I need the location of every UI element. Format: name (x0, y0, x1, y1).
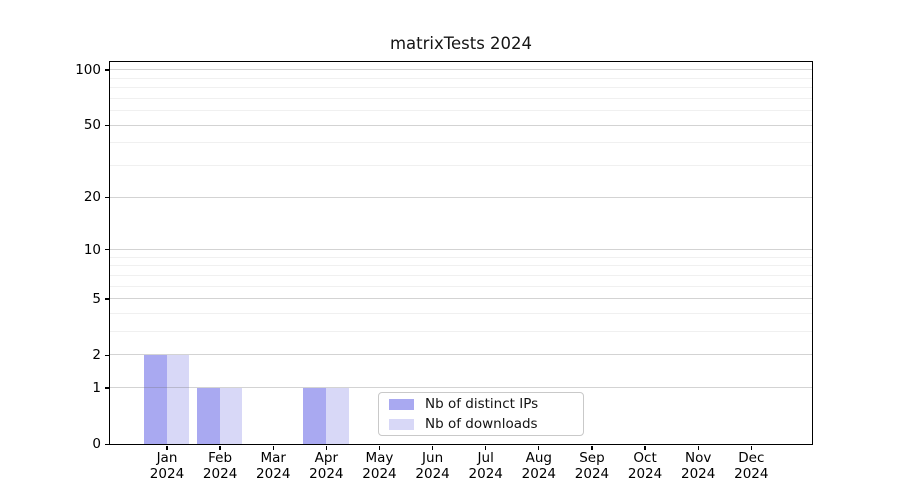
x-tick-mark (538, 445, 540, 451)
legend-label-distinct-ips: Nb of distinct IPs (425, 396, 539, 412)
y-gridline-minor (110, 87, 812, 89)
x-tick-label: Jun 2024 (415, 450, 450, 482)
y-tick-mark (104, 196, 110, 198)
legend-label-downloads: Nb of downloads (425, 416, 538, 432)
bar (144, 354, 167, 444)
y-tick-mark (104, 298, 110, 300)
x-tick-label: Dec 2024 (734, 450, 769, 482)
legend-swatch-distinct-ips (389, 398, 414, 410)
y-gridline-minor (110, 110, 812, 112)
y-gridline-minor (110, 142, 812, 144)
x-tick-mark (644, 445, 646, 451)
bar (326, 387, 349, 444)
x-tick-mark (378, 445, 381, 451)
x-tick-label: Aug 2024 (521, 450, 556, 482)
y-gridline-minor (110, 256, 812, 258)
legend-item-distinct-ips: Nb of distinct IPs (389, 395, 583, 413)
x-tick-mark (166, 445, 168, 451)
x-tick-mark (272, 445, 274, 451)
x-tick-label: Sep 2024 (574, 450, 610, 482)
y-gridline-minor (110, 164, 812, 166)
y-gridline-major (110, 124, 812, 126)
y-tick-mark (104, 124, 110, 127)
y-tick-label: 10 (83, 241, 101, 258)
plot-area: Nb of distinct IPs Nb of downloads (109, 61, 813, 445)
y-tick-mark (104, 387, 110, 389)
y-gridline-minor (110, 331, 812, 333)
x-tick-mark (431, 445, 434, 451)
x-tick-label: Mar 2024 (256, 450, 291, 482)
x-tick-label: Jul 2024 (468, 450, 503, 482)
y-tick-label: 2 (92, 347, 101, 364)
y-gridline-major (110, 69, 812, 71)
bar (197, 387, 220, 444)
x-tick-label: May 2024 (362, 450, 397, 482)
x-tick-label: Oct 2024 (627, 450, 663, 482)
y-tick-mark (104, 69, 110, 71)
legend: Nb of distinct IPs Nb of downloads (378, 392, 584, 436)
y-gridline-major (110, 249, 812, 251)
x-tick-label: Feb 2024 (202, 450, 238, 482)
x-tick-mark (591, 445, 593, 451)
y-axis-labels: 0 1 2 5 10 20 50 100 (0, 61, 101, 452)
bar (303, 387, 327, 444)
y-tick-mark (104, 443, 110, 445)
y-tick-label: 5 (92, 290, 101, 307)
y-gridline-major (110, 298, 812, 300)
y-tick-label: 100 (75, 61, 101, 78)
y-tick-mark (104, 249, 110, 251)
y-tick-label: 20 (83, 189, 101, 206)
y-tick-label: 1 (92, 380, 101, 397)
y-gridline-major (110, 196, 812, 198)
y-gridline-minor (110, 265, 812, 267)
bar (166, 354, 190, 444)
y-gridline-minor (110, 77, 812, 79)
x-tick-mark (485, 445, 487, 451)
x-tick-label: Nov 2024 (681, 450, 716, 482)
x-tick-mark (219, 445, 221, 451)
y-gridline-minor (110, 97, 812, 99)
y-gridline-major (110, 354, 812, 356)
y-tick-label: 50 (83, 117, 101, 134)
bar (219, 387, 243, 444)
x-tick-mark (325, 445, 327, 451)
x-tick-label: Jan 2024 (149, 450, 185, 482)
y-gridline-minor (110, 274, 812, 276)
y-tick-label: 0 (92, 436, 101, 453)
x-axis-labels: Jan 2024 Feb 2024 Mar 2024 Apr 2024 May 2024… (110, 450, 812, 486)
y-tick-mark (104, 354, 110, 356)
legend-swatch-downloads (389, 418, 414, 430)
x-tick-mark (750, 445, 752, 451)
y-gridline-major (110, 387, 812, 389)
x-tick-mark (697, 445, 699, 451)
y-gridline-minor (110, 312, 812, 314)
y-gridline-minor (110, 285, 812, 287)
x-tick-label: Apr 2024 (309, 450, 344, 482)
chart-title: matrixTests 2024 (389, 34, 533, 53)
legend-item-downloads: Nb of downloads (389, 415, 583, 433)
